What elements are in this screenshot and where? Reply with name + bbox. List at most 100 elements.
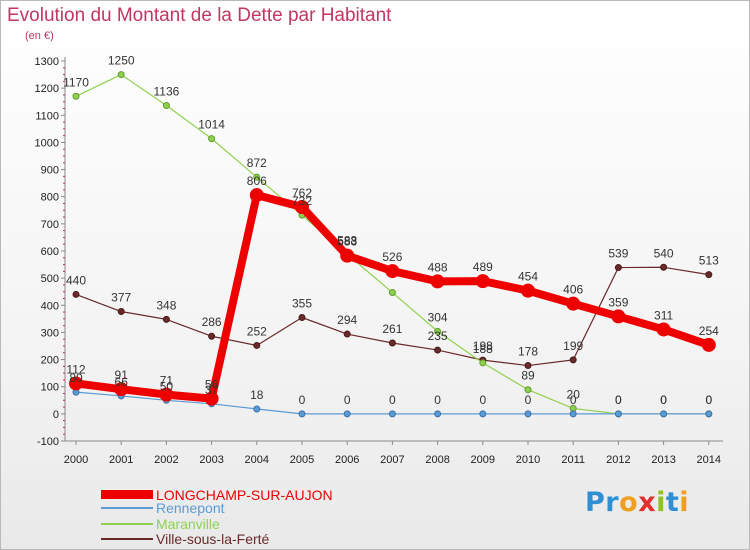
legend-swatch-ville-sous-la-ferte: [101, 538, 153, 540]
series-2-point: [524, 386, 532, 394]
series-2-data-label: 872: [247, 156, 267, 170]
series-1-data-label: 0: [479, 393, 486, 407]
logo-letter: i: [656, 487, 666, 518]
series-2-point: [388, 289, 396, 297]
legend-item-rennepont[interactable]: Rennepont: [101, 500, 401, 516]
y-tick-label: 200: [41, 355, 59, 367]
series-1-point: [343, 410, 351, 418]
y-tick-label: 1300: [35, 56, 59, 68]
legend-swatch-rennepont: [101, 507, 153, 509]
series-1-data-label: 0: [344, 393, 351, 407]
x-tick-label: 2005: [290, 454, 314, 466]
x-tick-label: 2009: [471, 454, 495, 466]
series-2-point: [162, 102, 170, 110]
x-tick-label: 2014: [697, 454, 721, 466]
y-tick-label: 1100: [35, 110, 59, 122]
series-3-point: [705, 271, 713, 279]
series-3-data-label: 235: [428, 329, 448, 343]
series-1-data-label: 0: [705, 393, 712, 407]
y-tick-label: 500: [41, 273, 59, 285]
series-0-data-label: 762: [292, 186, 312, 200]
logo-letter: P: [585, 487, 606, 518]
series-1-point: [388, 410, 396, 418]
logo-letter: o: [619, 487, 639, 518]
series-3-data-label: 513: [699, 254, 719, 268]
series-3-point: [614, 264, 622, 272]
series-3-data-label: 348: [156, 298, 176, 312]
series-0-point: [385, 264, 400, 279]
series-0-point: [159, 387, 174, 402]
data-labels-layer: 112 91 71 56 806 762 583 526 488 489 454 406 359 311 2…: [63, 54, 719, 407]
series-3-point: [569, 356, 577, 364]
series-2-point: [117, 71, 125, 79]
y-tick-label: 600: [41, 246, 59, 258]
legend-swatch-maranville: [101, 523, 153, 525]
series-3-point: [253, 341, 261, 349]
series-3-data-label: 286: [202, 315, 222, 329]
series-2-data-label: 1250: [108, 54, 135, 68]
series-0-data-label: 359: [608, 295, 628, 309]
series-2-line: [75, 73, 710, 415]
series-0-point: [475, 274, 490, 289]
series-1-data-label: 0: [570, 393, 577, 407]
series-0-data-label: 406: [563, 283, 583, 297]
x-tick-label: 2007: [380, 454, 404, 466]
series-3-data-label: 261: [382, 322, 402, 336]
series-0-point: [611, 309, 626, 324]
x-tick-label: 2008: [425, 454, 449, 466]
x-tick-label: 2000: [64, 454, 88, 466]
chart-title: Evolution du Montant de la Dette par Hab…: [7, 5, 392, 26]
series-3-point: [343, 330, 351, 338]
series-0-point: [295, 200, 309, 215]
series-2-data-label: 0: [615, 393, 622, 407]
series-2-point: [479, 359, 487, 367]
series-1-point: [434, 410, 442, 418]
legend-item-maranville[interactable]: Maranville: [101, 516, 401, 532]
series-1-data-label: 18: [250, 388, 264, 402]
series-0-data-label: 311: [654, 308, 673, 322]
series-1-data-label: 50: [160, 379, 174, 393]
x-tick-label: 2010: [516, 454, 540, 466]
series-layer: [69, 71, 716, 418]
series-1-point: [569, 410, 577, 418]
series-3-point: [298, 314, 306, 321]
series-2-point: [208, 135, 216, 143]
y-tick-label: 700: [41, 219, 59, 231]
series-3-point: [72, 290, 80, 298]
series-3-point: [524, 362, 532, 370]
series-2-data-label: 0: [705, 393, 712, 407]
series-3-data-label: 252: [247, 324, 267, 338]
series-2-point: [253, 173, 261, 181]
series-0-data-label: 526: [382, 250, 402, 264]
series-1-data-label: 0: [660, 393, 667, 407]
series-3-data-label: 377: [111, 291, 131, 305]
series-3-data-label: 294: [337, 313, 357, 327]
x-tick-label: 2003: [199, 454, 223, 466]
series-2-data-label: 304: [428, 310, 448, 324]
y-tick-label: 400: [41, 300, 59, 312]
series-1-data-label: 0: [389, 393, 396, 407]
series-0-data-label: 489: [473, 260, 493, 274]
series-0-point: [701, 337, 716, 352]
series-1-point: [614, 410, 622, 418]
series-1-point: [479, 410, 487, 418]
legend-item-ville-sous-la-ferte[interactable]: Ville-sous-la-Ferté: [101, 531, 401, 547]
legend-label-rennepont: Rennepont: [156, 500, 225, 516]
series-1-data-label: 66: [115, 375, 129, 389]
series-2-point: [434, 327, 442, 335]
x-tick-label: 2002: [154, 454, 178, 466]
x-tick-label: 2004: [245, 454, 269, 466]
series-0-data-label: 488: [428, 260, 448, 274]
legend-label-longchamp: LONGCHAMP-SUR-AUJON: [156, 487, 333, 503]
series-3-data-label: 539: [608, 247, 628, 261]
logo-letter: t: [665, 487, 680, 518]
series-1-data-label: 80: [69, 371, 83, 385]
series-3-point: [434, 346, 442, 354]
series-2-data-label: 89: [521, 369, 535, 383]
logo-letter: r: [605, 487, 620, 518]
y-tick-label: 800: [41, 192, 59, 204]
legend-item-longchamp[interactable]: LONGCHAMP-SUR-AUJON: [101, 487, 401, 503]
series-1-point: [660, 410, 668, 418]
series-1-point: [253, 405, 261, 413]
